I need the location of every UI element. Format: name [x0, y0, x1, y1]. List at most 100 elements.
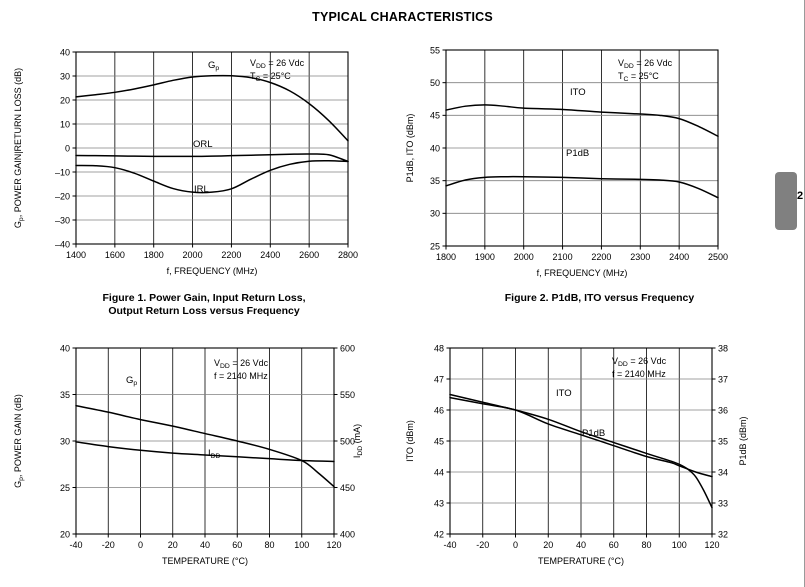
figure-3-chart: -40 -20 0 20 40 60 80 100 120 20 25 30 35 40 400 450 500…: [13, 343, 364, 566]
figure-2-caption-line1: Figure 2. P1dB, ITO versus Frequency: [504, 292, 695, 304]
svg-text:2800: 2800: [338, 250, 358, 260]
svg-text:VDD = 26 Vdc: VDD = 26 Vdc: [250, 58, 305, 70]
svg-text:47: 47: [434, 374, 444, 384]
svg-text:0: 0: [138, 540, 143, 550]
svg-text:–40: –40: [55, 239, 70, 249]
svg-text:600: 600: [340, 343, 355, 353]
svg-text:2600: 2600: [299, 250, 319, 260]
svg-text:35: 35: [718, 436, 728, 446]
svg-text:60: 60: [232, 540, 242, 550]
svg-text:P1dB: P1dB: [566, 148, 589, 159]
page-title: TYPICAL CHARACTERISTICS: [312, 10, 493, 24]
svg-text:33: 33: [718, 498, 728, 508]
svg-text:55: 55: [430, 45, 440, 55]
svg-text:ITO: ITO: [570, 87, 586, 98]
svg-text:120: 120: [704, 540, 719, 550]
svg-text:TEMPERATURE (°C): TEMPERATURE (°C): [538, 556, 624, 566]
svg-text:VDD = 26 Vdc: VDD = 26 Vdc: [214, 358, 269, 370]
svg-text:-20: -20: [476, 540, 489, 550]
svg-text:400: 400: [340, 529, 355, 539]
svg-text:0: 0: [513, 540, 518, 550]
svg-text:40: 40: [60, 343, 70, 353]
svg-text:32: 32: [718, 529, 728, 539]
svg-text:2000: 2000: [183, 250, 203, 260]
figure-1-chart: 1400 1600 1800 2000 2200 2400 2600 2800 –40 –30 –2…: [13, 47, 358, 276]
side-tab-label: 2: [797, 190, 804, 202]
svg-text:2400: 2400: [260, 250, 280, 260]
svg-text:120: 120: [326, 540, 341, 550]
series-Gp: [75, 74, 349, 142]
svg-text:46: 46: [434, 405, 444, 415]
svg-text:-20: -20: [102, 540, 115, 550]
svg-text:80: 80: [264, 540, 274, 550]
svg-text:1400: 1400: [66, 250, 86, 260]
series-Gp: [75, 404, 335, 488]
svg-text:2500: 2500: [708, 252, 728, 262]
svg-text:40: 40: [430, 143, 440, 153]
svg-text:–10: –10: [55, 167, 70, 177]
fig4-plot: -40 -20 0 20 40 60 80 100 120 42 43 44 45 46 47 48 32 33 3…: [405, 343, 748, 566]
svg-text:25: 25: [430, 241, 440, 251]
svg-text:100: 100: [294, 540, 309, 550]
svg-text:34: 34: [718, 467, 728, 477]
svg-text:–30: –30: [55, 215, 70, 225]
svg-text:Gp: Gp: [208, 60, 219, 72]
series-P1dB: [445, 175, 719, 199]
series-IRL: [75, 159, 349, 194]
svg-text:20: 20: [543, 540, 553, 550]
svg-text:1800: 1800: [436, 252, 456, 262]
figure-3: -40 -20 0 20 40 60 80 100 120 20 25 30 35 40 400 450 500…: [8, 336, 400, 586]
svg-text:35: 35: [430, 176, 440, 186]
svg-text:10: 10: [60, 119, 70, 129]
svg-text:500: 500: [340, 436, 355, 446]
svg-text:450: 450: [340, 483, 355, 493]
svg-text:ORL: ORL: [193, 139, 213, 150]
svg-text:ITO: ITO: [556, 388, 572, 399]
svg-text:36: 36: [718, 405, 728, 415]
svg-text:2200: 2200: [591, 252, 611, 262]
svg-text:45: 45: [430, 111, 440, 121]
svg-text:60: 60: [609, 540, 619, 550]
svg-text:f, FREQUENCY (MHz): f, FREQUENCY (MHz): [167, 266, 258, 276]
figure-2-caption: Figure 2. P1dB, ITO versus Frequency: [402, 292, 797, 305]
series-ORL: [75, 153, 349, 163]
svg-text:IDD (mA): IDD (mA): [352, 424, 364, 458]
svg-text:2000: 2000: [514, 252, 534, 262]
series-IDD: [75, 441, 335, 463]
svg-text:P1dB, ITO (dBm): P1dB, ITO (dBm): [405, 114, 415, 183]
svg-text:P1dB: P1dB: [582, 428, 605, 439]
svg-text:VDD = 26 Vdc: VDD = 26 Vdc: [612, 356, 667, 368]
figure-2: 1800 1900 2000 2100 2200 2300 2400 2500 25 30 35 40…: [402, 40, 797, 315]
figure-1-caption-line2: Output Return Loss versus Frequency: [108, 305, 300, 317]
svg-text:38: 38: [718, 343, 728, 353]
svg-text:100: 100: [672, 540, 687, 550]
figure-1: 1400 1600 1800 2000 2200 2400 2600 2800 –40 –30 –2…: [8, 40, 400, 318]
figure-1-caption: Figure 1. Power Gain, Input Return Loss,…: [8, 292, 400, 318]
svg-text:43: 43: [434, 498, 444, 508]
svg-text:f = 2140 MHz: f = 2140 MHz: [612, 369, 666, 379]
svg-text:ITO (dBm): ITO (dBm): [405, 420, 415, 462]
svg-text:35: 35: [60, 390, 70, 400]
figure-2-chart: 1800 1900 2000 2100 2200 2300 2400 2500 25 30 35 40…: [405, 45, 728, 278]
svg-text:550: 550: [340, 390, 355, 400]
svg-text:1600: 1600: [105, 250, 125, 260]
svg-text:1900: 1900: [475, 252, 495, 262]
svg-text:48: 48: [434, 343, 444, 353]
fig2-plot: 1800 1900 2000 2100 2200 2300 2400 2500 25 30 35 40…: [405, 45, 728, 278]
svg-text:30: 30: [60, 436, 70, 446]
side-tab[interactable]: [775, 172, 797, 230]
svg-text:Gp, POWER GAIN (dB): Gp, POWER GAIN (dB): [13, 394, 25, 488]
svg-text:30: 30: [430, 209, 440, 219]
svg-text:50: 50: [430, 78, 440, 88]
figure-4-chart: -40 -20 0 20 40 60 80 100 120 42 43 44 45 46 47 48 32 33 3…: [405, 343, 748, 566]
svg-text:25: 25: [60, 483, 70, 493]
svg-text:–20: –20: [55, 191, 70, 201]
svg-text:VDD = 26 Vdc: VDD = 26 Vdc: [618, 58, 673, 70]
svg-text:f, FREQUENCY (MHz): f, FREQUENCY (MHz): [537, 268, 628, 278]
svg-text:f = 2140 MHz: f = 2140 MHz: [214, 371, 268, 381]
svg-text:40: 40: [60, 47, 70, 57]
svg-text:30: 30: [60, 71, 70, 81]
svg-text:42: 42: [434, 529, 444, 539]
figure-4: -40 -20 0 20 40 60 80 100 120 42 43 44 45 46 47 48 32 33 3…: [402, 336, 797, 586]
